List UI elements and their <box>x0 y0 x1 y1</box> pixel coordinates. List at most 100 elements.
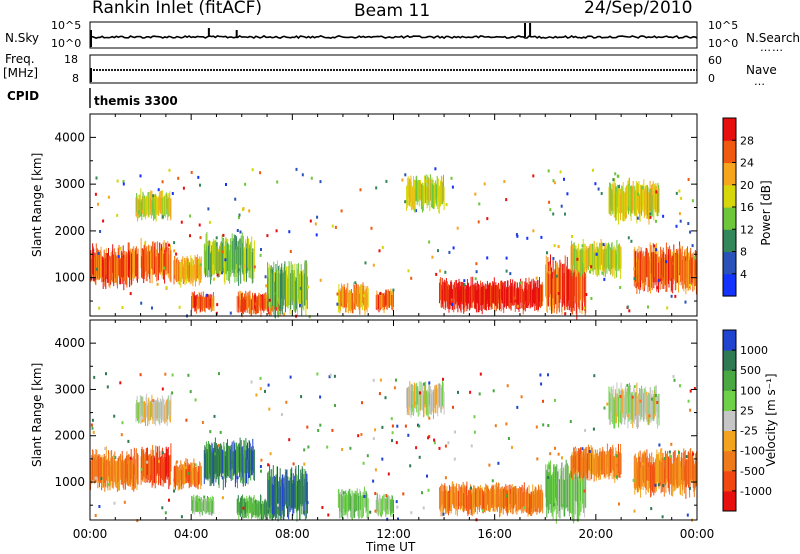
data-cell <box>531 491 533 509</box>
data-cell <box>258 293 260 308</box>
colorbar-swatch <box>723 390 736 411</box>
data-cell <box>631 394 633 419</box>
data-cell <box>595 251 597 276</box>
noise-cell <box>437 249 439 253</box>
data-cell <box>469 287 470 311</box>
data-cell <box>348 289 350 310</box>
data-cell <box>461 484 463 506</box>
noise-cell <box>679 384 681 388</box>
noise-cell <box>216 303 219 307</box>
noise-cell <box>602 243 605 247</box>
data-cell <box>519 486 520 510</box>
data-cell <box>411 186 413 207</box>
noise-cell <box>583 306 586 310</box>
data-cell <box>479 285 480 306</box>
data-cell <box>414 189 416 213</box>
colorbar-tick-label: -100 <box>740 445 765 458</box>
data-cell <box>481 488 483 511</box>
data-cell <box>379 295 381 312</box>
data-cell <box>285 471 287 505</box>
data-cell <box>561 470 563 510</box>
noise-cell <box>255 393 258 397</box>
noise-cell <box>606 402 609 406</box>
noise-cell <box>213 414 216 418</box>
colorbar-swatch <box>723 370 736 391</box>
data-cell <box>467 282 469 309</box>
data-cell <box>364 291 366 315</box>
noise-cell <box>560 204 563 208</box>
noise-cell <box>515 299 518 303</box>
data-cell <box>641 457 643 484</box>
data-cell <box>644 386 646 413</box>
data-cell <box>572 247 574 273</box>
data-cell <box>299 481 301 520</box>
data-cell <box>168 249 170 279</box>
noise-cell <box>171 373 174 377</box>
noise-cell <box>520 395 523 399</box>
data-cell <box>680 248 682 283</box>
data-cell <box>650 394 652 423</box>
noise-cell <box>425 179 428 183</box>
noise-cell <box>581 447 584 451</box>
data-cell <box>680 461 682 496</box>
data-cell <box>210 497 212 512</box>
data-cell <box>119 459 120 491</box>
noise-cell <box>619 394 622 398</box>
noise-cell <box>491 479 494 483</box>
noise-cell <box>122 180 125 183</box>
data-cell <box>609 454 611 476</box>
data-cell <box>674 461 676 491</box>
noise-cell <box>422 506 425 510</box>
data-cell <box>376 293 378 311</box>
noise-cell <box>307 445 310 449</box>
data-cell <box>194 497 196 513</box>
noise-cell <box>265 284 268 288</box>
noise-cell <box>418 424 421 428</box>
data-cell <box>625 385 627 416</box>
noise-cell <box>268 407 271 411</box>
data-cell <box>231 233 233 270</box>
noise-cell <box>221 271 224 275</box>
data-cell <box>579 469 581 513</box>
noise-cell <box>454 430 457 434</box>
data-cell <box>476 280 478 304</box>
noise-cell <box>173 241 176 245</box>
data-cell <box>693 465 695 498</box>
noise-cell <box>633 385 636 389</box>
data-cell <box>542 284 544 302</box>
data-cell <box>654 247 656 286</box>
data-cell <box>493 484 495 508</box>
noise-cell <box>334 225 337 229</box>
noise-cell <box>478 202 481 206</box>
noise-cell <box>451 303 453 306</box>
noise-cell <box>536 457 539 461</box>
data-cell <box>204 501 206 514</box>
noise-cell <box>140 301 143 305</box>
noise-cell <box>532 229 535 233</box>
data-cell <box>439 282 440 304</box>
noise-cell <box>457 390 459 394</box>
noise-cell <box>404 200 407 204</box>
noise-cell <box>201 421 204 424</box>
noise-cell <box>395 500 398 504</box>
data-cell <box>423 185 425 205</box>
noise-cell <box>692 452 695 456</box>
x-tick-label: 20:00 <box>579 527 614 541</box>
data-cell <box>105 248 107 275</box>
noise-cell <box>395 441 398 445</box>
data-cell <box>148 245 150 274</box>
noise-cell <box>309 219 312 223</box>
data-cell <box>248 497 250 510</box>
data-cell <box>220 443 222 474</box>
data-cell <box>481 287 483 311</box>
data-cell <box>161 395 163 417</box>
y-tick-label: 2000 <box>54 429 85 443</box>
data-cell <box>199 501 201 517</box>
noise-cell <box>463 279 466 283</box>
noise-cell <box>161 451 164 455</box>
noise-cell <box>554 398 556 402</box>
noise-cell <box>215 236 218 240</box>
data-cell <box>137 454 139 485</box>
data-cell <box>572 455 574 479</box>
data-cell <box>486 280 488 301</box>
